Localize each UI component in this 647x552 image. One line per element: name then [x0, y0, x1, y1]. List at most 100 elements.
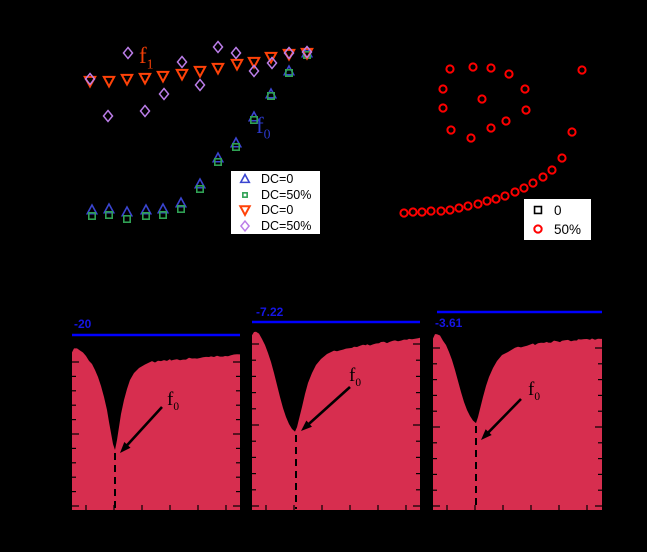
- diamond-marker: [212, 40, 224, 54]
- triangle-down-marker: [230, 58, 244, 72]
- circle-marker: [501, 116, 511, 126]
- diamond-marker: [176, 55, 188, 69]
- legend-item: 50%: [524, 220, 591, 239]
- triangle-up-marker: [139, 203, 153, 215]
- legend-item: DC=0: [231, 203, 320, 219]
- legend-item: 0: [524, 201, 591, 220]
- square-marker: [123, 215, 132, 224]
- square-marker: [196, 185, 205, 194]
- circle-marker: [468, 62, 478, 72]
- f0-base: f: [528, 379, 535, 400]
- legend-top-right: 0 50%: [524, 199, 591, 240]
- legend-item: DC=50%: [231, 218, 320, 234]
- triangle-up-marker: [102, 202, 116, 214]
- legend-item: DC=0: [231, 172, 320, 188]
- diamond-marker: [139, 104, 151, 118]
- circle-marker: [445, 64, 455, 74]
- circle-marker: [491, 194, 501, 204]
- triangle-up-marker: [211, 151, 225, 163]
- f0-sub: 0: [355, 376, 362, 389]
- triangle-up-marker: [85, 203, 99, 215]
- diamond-marker: [283, 46, 295, 60]
- triangle-up-marker: [174, 196, 188, 208]
- square-marker: [284, 69, 293, 78]
- circle-marker: [454, 203, 464, 213]
- circle-marker: [486, 123, 496, 133]
- square-marker: [214, 158, 223, 167]
- circle-marker: [577, 65, 587, 75]
- legend-item: DC=50%: [231, 187, 320, 203]
- diamond-marker: [122, 46, 134, 60]
- circle-marker: [567, 127, 577, 137]
- square-marker: [250, 116, 259, 125]
- circle-marker: [446, 125, 456, 135]
- triangle-down-marker: [156, 70, 170, 84]
- f0-base: f: [349, 365, 356, 386]
- circle-marker: [510, 187, 520, 197]
- circle-icon: [533, 224, 543, 234]
- circle-marker: [466, 133, 476, 143]
- circle-marker: [482, 196, 492, 206]
- square-marker: [142, 212, 151, 221]
- square-icon: [242, 191, 248, 198]
- triangle-up-marker: [120, 205, 134, 217]
- circle-marker: [438, 84, 448, 94]
- circle-marker: [486, 63, 496, 73]
- arrow-head: [120, 442, 131, 453]
- f0-sub: 0: [263, 126, 271, 142]
- triangle-down-marker: [138, 72, 152, 86]
- triangle-down-marker: [193, 65, 207, 79]
- spectrum-fill-panel-3: [433, 334, 602, 510]
- triangle-down-marker: [264, 51, 278, 65]
- arrow-head: [481, 429, 492, 440]
- legend-label: 50%: [554, 221, 582, 237]
- circle-marker: [519, 183, 529, 193]
- diamond-marker: [266, 56, 278, 70]
- circle-marker: [504, 69, 514, 79]
- level-value-panel-3: -3.61: [435, 316, 463, 330]
- legend-top-left: DC=0 DC=50% DC=0 DC=50%: [231, 171, 320, 234]
- triangle-down-marker: [175, 68, 189, 82]
- diamond-marker: [102, 109, 114, 123]
- circle-marker: [436, 206, 446, 216]
- triangle-up-marker: [229, 136, 243, 148]
- square-marker: [232, 143, 241, 152]
- arrow-line: [484, 398, 522, 437]
- spectrum-fill-panel-2: [252, 331, 420, 510]
- square-marker: [177, 205, 186, 214]
- f0-annotation-panel-1: f0: [167, 390, 179, 413]
- diamond-marker: [84, 72, 96, 86]
- square-marker: [105, 211, 114, 220]
- triangle-up-marker: [156, 202, 170, 214]
- circle-marker: [445, 205, 455, 215]
- circle-marker: [557, 153, 567, 163]
- f0-annotation-panel-2: f0: [349, 366, 361, 389]
- square-icon: [533, 205, 543, 215]
- circle-marker: [521, 105, 531, 115]
- circle-marker: [463, 201, 473, 211]
- arrow-head: [301, 420, 312, 431]
- legend-label: DC=50%: [261, 218, 312, 233]
- triangle-up-icon: [239, 173, 251, 184]
- f0-annotation-panel-3: f0: [528, 380, 540, 403]
- triangle-down-marker: [247, 56, 261, 70]
- f1-base: f: [139, 43, 147, 68]
- circle-marker: [417, 207, 427, 217]
- square-marker: [88, 212, 97, 221]
- diamond-marker: [248, 64, 260, 78]
- arrow-line: [304, 386, 351, 428]
- diamond-marker: [194, 78, 206, 92]
- f0-annotation-top-left: f0: [256, 114, 271, 141]
- circle-marker: [399, 208, 409, 218]
- circle-marker: [477, 94, 487, 104]
- f0-sub: 0: [173, 400, 180, 413]
- legend-label: DC=0: [261, 172, 294, 187]
- arrow-line: [123, 406, 163, 450]
- circle-marker: [547, 165, 557, 175]
- level-value-panel-1: -20: [74, 317, 92, 331]
- circle-marker: [520, 84, 530, 94]
- f1-sub: 1: [146, 56, 154, 72]
- diamond-marker: [301, 45, 313, 59]
- square-marker: [159, 211, 168, 220]
